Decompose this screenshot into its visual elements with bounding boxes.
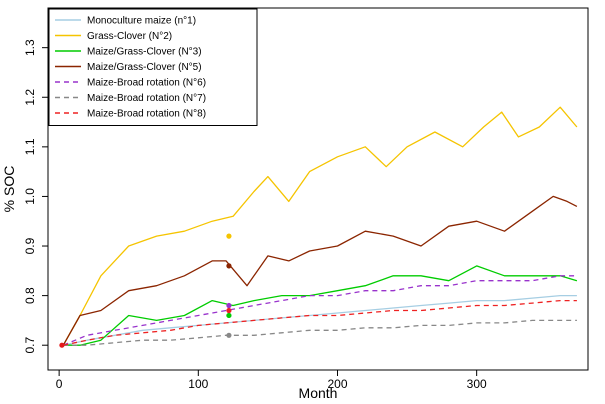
series-line-6 xyxy=(63,319,577,346)
x-tick-label: 0 xyxy=(56,377,63,391)
legend-label-6: Maize-Broad rotation (N°7) xyxy=(87,93,206,104)
legend-label-3: Maize/Grass-Clover (N°3) xyxy=(87,47,202,58)
y-tick-label: 0.8 xyxy=(23,287,37,304)
legend-box xyxy=(48,8,258,126)
legend-label-7: Maize-Broad rotation (N°8) xyxy=(87,109,206,120)
y-tick-label: 1.3 xyxy=(23,39,37,56)
observed-point-6 xyxy=(226,332,232,338)
series-line-2 xyxy=(62,106,578,346)
series-line-7 xyxy=(63,299,577,346)
y-tick-label: 1.1 xyxy=(23,138,37,155)
y-tick-label: 1.2 xyxy=(23,89,37,106)
series-line-4 xyxy=(62,195,578,346)
observed-point-7 xyxy=(226,307,232,314)
legend-label-1: Monoculture maize (n°1) xyxy=(87,16,196,27)
observed-point-3 xyxy=(226,312,232,319)
legend-label-2: Grass-Clover (N°2) xyxy=(87,31,172,42)
axes: 0 100 200 300 0.7 0.8 0.9 1.0 1.1 1.2 1.3 xyxy=(23,39,487,391)
observed-point-5 xyxy=(226,302,232,309)
x-tick-label: 300 xyxy=(467,377,487,391)
plot-area xyxy=(59,106,578,348)
legend: Monoculture maize (n°1) Grass-Clover (N°2… xyxy=(48,8,258,126)
x-tick-label: 100 xyxy=(188,377,208,391)
y-tick-label: 1.0 xyxy=(23,188,37,205)
x-axis-label: Month xyxy=(299,385,338,401)
y-axis-label: % SOC xyxy=(1,166,17,213)
plot-frame xyxy=(47,7,589,371)
y-tick-label: 0.7 xyxy=(23,337,37,354)
legend-label-4: Maize/Grass-Clover (N°5) xyxy=(87,62,202,73)
series-line-1 xyxy=(63,294,577,346)
x-tick-label: 200 xyxy=(327,377,347,391)
series-line-5 xyxy=(63,275,577,346)
legend-label-5: Maize-Broad rotation (N°6) xyxy=(87,78,206,89)
observed-point-initial xyxy=(59,342,65,348)
y-tick-label: 0.9 xyxy=(23,237,37,254)
observed-point-2 xyxy=(226,233,232,239)
observed-point-4 xyxy=(226,263,232,269)
series-line-3 xyxy=(63,265,578,346)
